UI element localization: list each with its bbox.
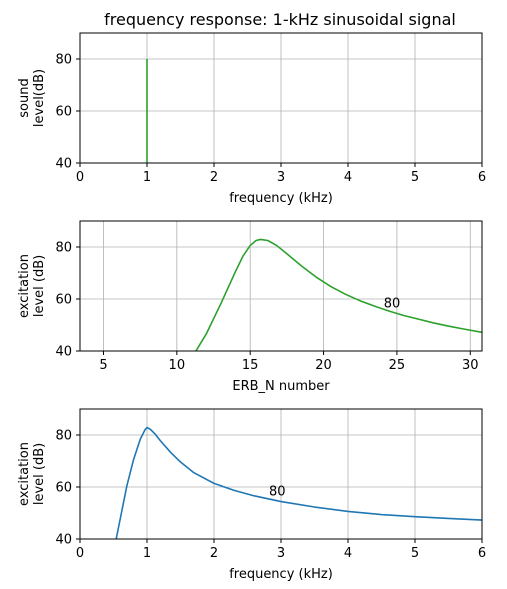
y-tick-label: 40	[55, 345, 72, 360]
x-tick-label: 1	[143, 170, 151, 185]
x-tick-label: 5	[99, 358, 107, 373]
y-axis-label: excitationlevel (dB)	[17, 254, 47, 318]
x-tick-label: 5	[411, 170, 419, 185]
x-tick-label: 0	[76, 170, 84, 185]
x-tick-label: 4	[344, 170, 352, 185]
x-tick-label: 3	[277, 170, 285, 185]
x-tick-label: 1	[143, 546, 151, 561]
x-tick-label: 4	[344, 546, 352, 561]
series-line-1	[115, 426, 482, 539]
y-tick-label: 60	[55, 293, 72, 308]
annotation: 80	[384, 297, 401, 312]
axes-frame	[79, 220, 483, 352]
y-tick-label: 80	[55, 241, 72, 256]
y-axis-label: excitationlevel (dB)	[17, 442, 47, 506]
y-tick-label: 80	[55, 429, 72, 444]
x-tick-label: 10	[169, 358, 186, 373]
x-tick-label: 2	[210, 170, 218, 185]
x-tick-label: 0	[76, 546, 84, 561]
y-tick-label: 60	[55, 481, 72, 496]
y-axis-label: soundlevel(dB)	[17, 69, 47, 127]
x-tick-label: 30	[462, 358, 479, 373]
x-axis-label: frequency (kHz)	[229, 191, 333, 206]
chart-3: 80 0 1 2 3 4 5 6 40 60 80 frequency (kHz) excitation…	[17, 408, 486, 582]
x-tick-label: 6	[478, 546, 486, 561]
chart-2: 80 5 10 15 20 25 30 40 60 80 ERB_N number excitatio…	[17, 220, 483, 394]
x-tick-label: 5	[411, 546, 419, 561]
figure-title: frequency response: 1-kHz sinusoidal sig…	[104, 10, 456, 29]
x-tick-label: 25	[389, 358, 406, 373]
chart-1: 0 1 2 3 4 5 6 40 60 80 frequency (kHz) soundlevel(d…	[17, 32, 486, 206]
x-tick-label: 15	[242, 358, 259, 373]
x-tick-label: 2	[210, 546, 218, 561]
y-tick-label: 80	[55, 53, 72, 68]
y-tick-label: 40	[55, 533, 72, 548]
x-tick-label: 20	[315, 358, 332, 373]
y-tick-label: 60	[55, 105, 72, 120]
x-axis-label: frequency (kHz)	[229, 567, 333, 582]
x-tick-label: 6	[478, 170, 486, 185]
annotation: 80	[269, 485, 286, 500]
x-tick-label: 3	[277, 546, 285, 561]
x-axis-label: ERB_N number	[232, 379, 330, 394]
y-tick-label: 40	[55, 157, 72, 172]
series-line-1	[195, 238, 482, 351]
